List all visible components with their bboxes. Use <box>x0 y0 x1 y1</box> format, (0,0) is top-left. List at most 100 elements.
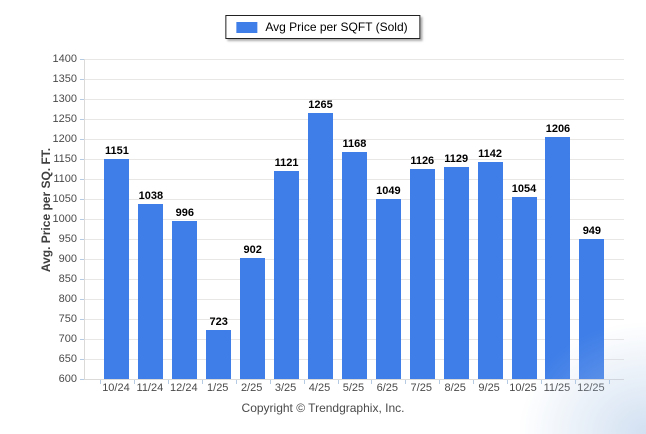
bar <box>579 239 605 379</box>
y-tick-label: 1350 <box>52 73 77 85</box>
bar-value-label: 1129 <box>444 153 469 166</box>
y-tick-mark <box>80 59 84 60</box>
gridline <box>85 79 624 80</box>
bar-value-label: 723 <box>209 315 228 328</box>
y-tick-mark <box>80 99 84 100</box>
legend-label: Avg Price per SQFT (Sold) <box>265 20 408 34</box>
bar-value-label: 1126 <box>410 154 435 167</box>
copyright-text: Copyright © Trendgraphix, Inc. <box>241 401 405 415</box>
bar-value-label: 996 <box>175 206 194 219</box>
x-tick-label: 3/25 <box>274 382 297 394</box>
bar-column: 1038 <box>134 59 168 379</box>
bar-column: 1126 <box>405 59 439 379</box>
bar-column: 1168 <box>337 59 371 379</box>
bar-column: 1142 <box>473 59 507 379</box>
bar <box>511 197 537 379</box>
x-tick-label: 5/25 <box>342 382 365 394</box>
bar-column: 1121 <box>270 59 304 379</box>
bar <box>104 158 130 379</box>
x-tick-mark <box>167 380 169 384</box>
y-tick-mark <box>80 299 84 300</box>
x-tick-mark <box>405 380 407 384</box>
y-tick-label: 700 <box>58 333 77 345</box>
y-tick-mark <box>80 239 84 240</box>
x-tick-label: 9/25 <box>478 382 500 394</box>
x-tick-mark <box>269 380 271 384</box>
bar-value-label: 1142 <box>478 148 503 161</box>
y-tick-label: 900 <box>58 253 77 265</box>
gridline <box>85 119 624 120</box>
x-tick-label: 7/25 <box>410 382 432 394</box>
y-tick-label: 1200 <box>52 133 77 145</box>
bar <box>172 220 198 379</box>
y-tick-mark <box>80 339 84 340</box>
x-tick-label: 10/24 <box>102 382 130 394</box>
bar <box>375 199 401 379</box>
y-tick-label: 1000 <box>52 213 77 225</box>
x-tick-mark <box>337 380 339 384</box>
legend-swatch <box>236 21 258 33</box>
y-tick-mark <box>80 139 84 140</box>
y-tick-mark <box>80 159 84 160</box>
x-tick-mark <box>439 380 441 384</box>
bar-column: 1265 <box>304 59 338 379</box>
x-tick-mark <box>133 380 135 384</box>
y-tick-label: 600 <box>58 373 77 385</box>
y-tick-label: 800 <box>58 293 77 305</box>
y-tick-label: 650 <box>58 353 77 365</box>
y-tick-mark <box>80 279 84 280</box>
y-tick-mark <box>80 179 84 180</box>
bar-value-label: 1054 <box>511 183 537 196</box>
bar-value-label: 1121 <box>274 156 299 169</box>
x-axis-labels: 10/24 11/24 12/24 1/25 2/25 3/25 4/25 5/25 6/25 7… <box>84 382 623 394</box>
bar-value-label: 902 <box>243 244 262 257</box>
bar-column: 949 <box>575 59 609 379</box>
y-tick-mark <box>80 79 84 80</box>
bar-value-label: 1168 <box>342 137 367 150</box>
y-tick-label: 850 <box>58 273 77 285</box>
y-tick-label: 950 <box>58 233 77 245</box>
bar <box>477 162 503 379</box>
bar-value-label: 949 <box>582 225 602 238</box>
bar-column: 1049 <box>371 59 405 379</box>
bar <box>443 167 469 379</box>
y-tick-label: 1300 <box>52 93 77 105</box>
y-tick-label: 1400 <box>52 53 77 65</box>
y-tick-mark <box>80 119 84 120</box>
bar <box>206 329 232 379</box>
y-axis-title: Avg. Price per SQ. FT. <box>39 147 53 273</box>
bar <box>138 203 164 379</box>
bar <box>341 151 367 379</box>
bar-column: 902 <box>236 59 270 379</box>
bar-value-label: 1151 <box>105 144 129 157</box>
x-tick-mark <box>609 380 610 384</box>
x-tick-mark <box>235 380 237 384</box>
y-tick-mark <box>80 379 84 380</box>
y-tick-label: 1150 <box>53 153 77 165</box>
y-tick-label: 750 <box>58 313 77 325</box>
x-tick-mark <box>541 380 543 384</box>
bar-value-label: 1038 <box>138 189 164 202</box>
bar-value-label: 1206 <box>545 122 571 135</box>
x-tick-label: 11/24 <box>136 382 164 394</box>
y-tick-mark <box>80 259 84 260</box>
gridline <box>85 139 624 140</box>
y-tick-label: 1050 <box>52 193 77 205</box>
x-tick-label: 6/25 <box>376 382 399 394</box>
y-tick-mark <box>80 319 84 320</box>
y-tick-mark <box>80 199 84 200</box>
x-tick-label: 8/25 <box>444 382 466 394</box>
bar-column: 1054 <box>507 59 541 379</box>
x-tick-label: 12/24 <box>170 382 198 394</box>
x-tick-mark <box>507 380 509 384</box>
x-tick-mark <box>201 380 203 384</box>
plot-area: 600 650 700 750 800 850 900 950 1000 1050 1100 1150… <box>53 53 624 385</box>
x-tick-mark <box>100 380 101 384</box>
bar <box>545 136 571 379</box>
bar <box>274 170 300 379</box>
bar-column: 1151 <box>100 59 134 379</box>
y-tick-label: 1250 <box>52 113 77 125</box>
bar-row: 1151 1038 996 723 902 1121 1265 1168 1049 1126 112… <box>85 59 624 379</box>
x-tick-mark <box>371 380 373 384</box>
